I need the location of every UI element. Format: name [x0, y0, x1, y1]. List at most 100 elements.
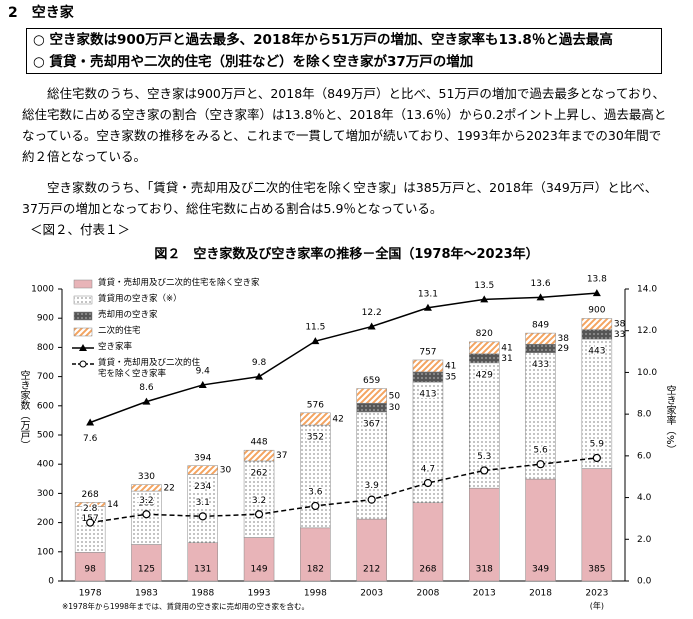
x-tick-label: 2013 — [473, 589, 496, 599]
marker — [367, 495, 376, 504]
value-label: 182 — [307, 565, 324, 575]
marker — [311, 337, 320, 345]
line-label: 8.6 — [139, 383, 154, 393]
value-label: 443 — [588, 347, 605, 357]
line-label: 13.8 — [587, 275, 607, 285]
line-label: 3.2 — [252, 496, 266, 506]
total-label: 849 — [532, 321, 549, 331]
total-label: 576 — [307, 400, 324, 410]
value-label: 352 — [307, 433, 324, 443]
line — [90, 457, 597, 524]
y-tick-label: 300 — [37, 489, 54, 499]
marker — [423, 303, 432, 311]
y2-tick-label: 2.0 — [637, 535, 652, 545]
bar-segment — [243, 449, 275, 462]
line-label: 13.1 — [418, 289, 438, 299]
line-label: 2.8 — [83, 504, 98, 514]
marker — [86, 418, 95, 426]
marker — [423, 478, 433, 488]
line-label: 9.8 — [252, 358, 267, 368]
y-tick-label: 600 — [37, 401, 54, 411]
bar-segment — [412, 371, 444, 383]
value-label: 22 — [163, 483, 174, 493]
line-label: 7.6 — [83, 434, 98, 444]
line-label: 13.6 — [531, 279, 551, 289]
y2-tick-label: 6.0 — [637, 451, 652, 461]
y-tick-label: 100 — [37, 547, 54, 557]
marker — [592, 289, 601, 297]
line-label: 12.2 — [362, 308, 382, 318]
value-label: 131 — [194, 565, 211, 575]
bar-segment — [525, 343, 556, 353]
marker — [142, 510, 151, 519]
legend-item — [72, 360, 94, 368]
value-label: 38 — [614, 320, 626, 330]
value-label: 33 — [614, 330, 625, 340]
bar-segment — [74, 552, 106, 582]
y-axis-title: 空き家数（万戸） — [18, 369, 30, 450]
value-label: 38 — [558, 334, 570, 344]
bar-segment — [243, 537, 275, 582]
line-label: 3.2 — [139, 496, 153, 506]
x-tick-label: 1998 — [304, 589, 327, 599]
total-label: 394 — [194, 453, 211, 463]
value-label: 385 — [588, 565, 605, 575]
marker — [367, 322, 376, 330]
bar-segment — [356, 518, 387, 582]
bar-segment — [187, 465, 218, 475]
legend-label: 賃貸用の空き家（※） — [98, 294, 182, 304]
legend-label: 二次的住宅 — [98, 326, 141, 336]
x-tick-label: 1978 — [79, 589, 102, 599]
x-tick-label: 1983 — [135, 589, 158, 599]
value-label: 29 — [558, 344, 570, 354]
bar-segment — [581, 468, 613, 582]
y-tick-label: 200 — [37, 518, 54, 528]
x-unit: (年) — [590, 601, 604, 611]
bar-segment — [412, 502, 444, 582]
footnote: ※1978年から1998年までは、賃貸用の空き家に売却用の空き家を含む。 — [62, 601, 309, 611]
bar-segment — [469, 353, 500, 364]
legend-marker — [79, 360, 87, 368]
marker — [255, 372, 264, 380]
total-label: 448 — [250, 438, 267, 448]
y2-tick-label: 14.0 — [637, 285, 657, 295]
value-label: 183 — [138, 499, 155, 509]
value-label: 14 — [107, 500, 119, 510]
legend-label: 売却用の空き家 — [98, 310, 158, 320]
bar-segment — [74, 506, 106, 553]
value-label: 268 — [419, 565, 436, 575]
bar-segment — [74, 502, 106, 507]
summary-box: ○ 空き家数は900万戸と過去最多、2018年から51万戸の増加、空き家率も13… — [26, 28, 662, 74]
value-label: 262 — [250, 468, 267, 478]
line — [89, 292, 597, 424]
bar-segment — [187, 542, 218, 582]
value-label: 30 — [389, 403, 401, 413]
bar-segment — [300, 424, 331, 529]
section-heading: 2 空き家 — [8, 5, 74, 21]
total-label: 757 — [419, 347, 436, 357]
y2-tick-label: 12.0 — [637, 326, 657, 336]
line-label: 13.5 — [474, 281, 494, 291]
marker — [198, 380, 207, 388]
legend-item — [72, 344, 94, 351]
chart: 0 100 200 300 400 500 600 700 800 900 1000 0.0 2.0 4.… — [18, 273, 676, 611]
marker — [480, 295, 489, 303]
value-label: 433 — [532, 360, 549, 370]
legend-swatch — [73, 311, 93, 321]
line-label: 3.6 — [308, 487, 323, 497]
y-tick-label: 700 — [37, 372, 54, 382]
y2-tick-label: 8.0 — [637, 410, 652, 420]
y2-tick-label: 4.0 — [637, 493, 652, 503]
legend-swatch — [73, 279, 93, 289]
value-label: 41 — [445, 361, 456, 371]
y-tick-label: 1000 — [31, 285, 54, 295]
y2-tick-label: 0.0 — [637, 577, 652, 587]
marker — [86, 518, 95, 527]
marker — [254, 510, 264, 519]
value-label: 349 — [532, 565, 549, 575]
summary-line: ○ 空き家数は900万戸と過去最多、2018年から51万戸の増加、空き家率も13… — [33, 32, 613, 48]
bar-segment — [300, 412, 331, 426]
marker — [592, 453, 601, 463]
bar-segment — [243, 460, 275, 538]
summary-line: ○ 賃貸・売却用や二次的住宅（別荘など）を除く空き家が37万戸の増加 — [33, 54, 474, 70]
